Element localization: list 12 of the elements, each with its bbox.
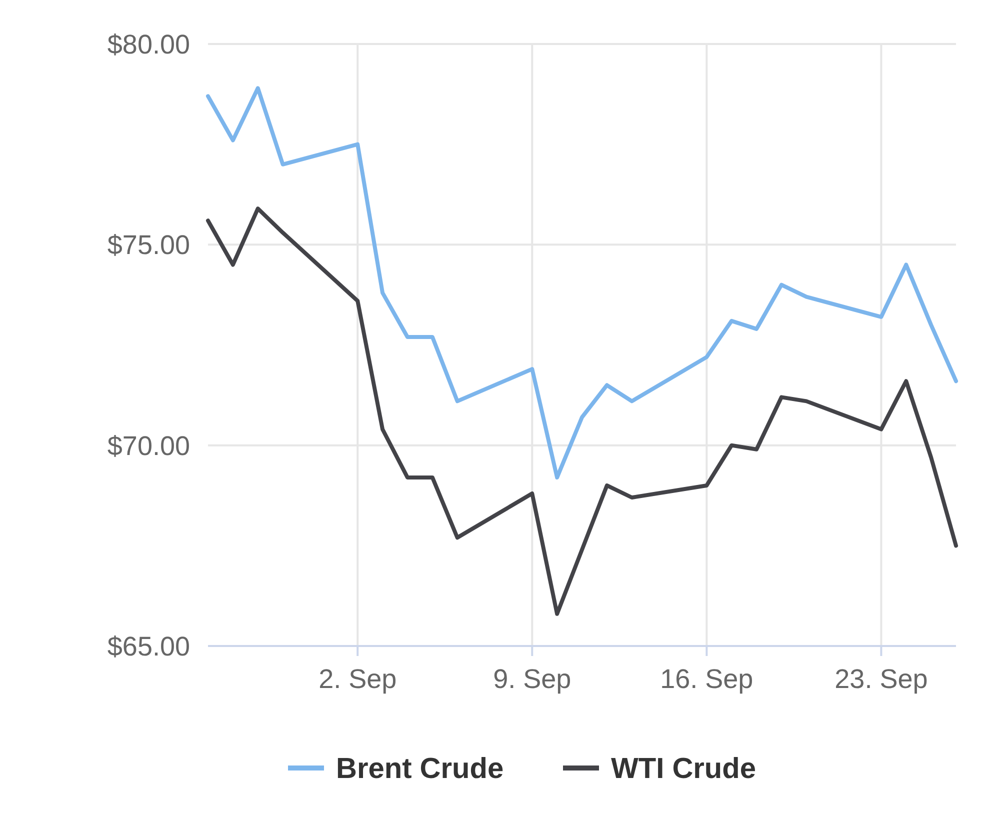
y-tick-label: $70.00 [107,430,190,461]
x-tick-label: 23. Sep [834,664,928,694]
x-tick-label: 16. Sep [660,664,754,694]
y-tick-label: $80.00 [107,29,190,60]
y-tick-label: $75.00 [107,230,190,260]
line-series [206,206,958,616]
line-series [206,86,958,480]
y-tick-label: $65.00 [107,631,190,662]
x-tick-label: 9. Sep [493,664,572,694]
legend-label: WTI Crude [611,753,756,786]
legend-label: Brent Crude [336,753,504,786]
x-tick-label: 2. Sep [318,664,397,694]
